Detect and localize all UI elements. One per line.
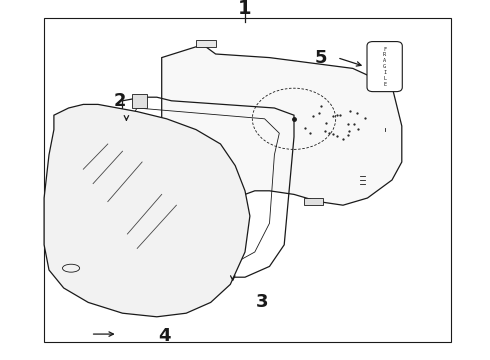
FancyBboxPatch shape: [367, 42, 402, 91]
Bar: [44, 18, 451, 342]
Polygon shape: [132, 194, 147, 209]
Polygon shape: [196, 40, 216, 47]
Text: 5: 5: [315, 49, 327, 67]
Polygon shape: [216, 256, 230, 266]
Polygon shape: [304, 198, 323, 205]
Polygon shape: [132, 94, 147, 108]
Text: 2: 2: [114, 92, 126, 110]
Text: 1: 1: [238, 0, 252, 18]
Text: F
R
A
G
I
L
E: F R A G I L E: [383, 47, 386, 86]
Text: 4: 4: [158, 327, 171, 345]
Polygon shape: [157, 47, 402, 205]
Text: 3: 3: [256, 293, 269, 311]
Polygon shape: [44, 104, 250, 317]
